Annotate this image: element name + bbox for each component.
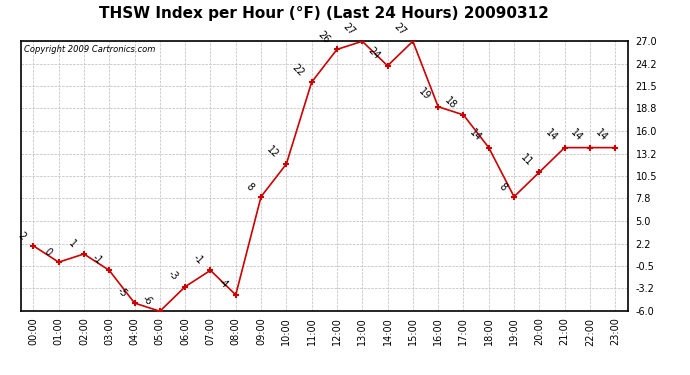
Text: 27: 27 [391,21,407,37]
Text: 14: 14 [467,128,483,144]
Text: -1: -1 [90,252,104,266]
Text: 27: 27 [341,21,357,37]
Text: 14: 14 [594,128,610,144]
Text: -3: -3 [166,268,179,282]
Text: 14: 14 [543,128,559,144]
Text: Copyright 2009 Cartronics.com: Copyright 2009 Cartronics.com [23,45,155,54]
Text: 14: 14 [569,128,584,144]
Text: 8: 8 [244,181,255,192]
Text: 22: 22 [290,62,306,78]
Text: 1: 1 [67,238,79,250]
Text: THSW Index per Hour (°F) (Last 24 Hours) 20090312: THSW Index per Hour (°F) (Last 24 Hours)… [99,6,549,21]
Text: 19: 19 [417,87,433,102]
Text: 18: 18 [442,95,458,111]
Text: 26: 26 [315,30,331,45]
Text: 2: 2 [17,230,28,242]
Text: -1: -1 [191,252,205,266]
Text: 24: 24 [366,46,382,62]
Text: 0: 0 [41,247,53,258]
Text: -6: -6 [141,293,155,307]
Text: -4: -4 [217,277,230,291]
Text: 8: 8 [497,181,509,192]
Text: 12: 12 [265,144,281,160]
Text: -5: -5 [115,285,129,299]
Text: 11: 11 [518,152,534,168]
